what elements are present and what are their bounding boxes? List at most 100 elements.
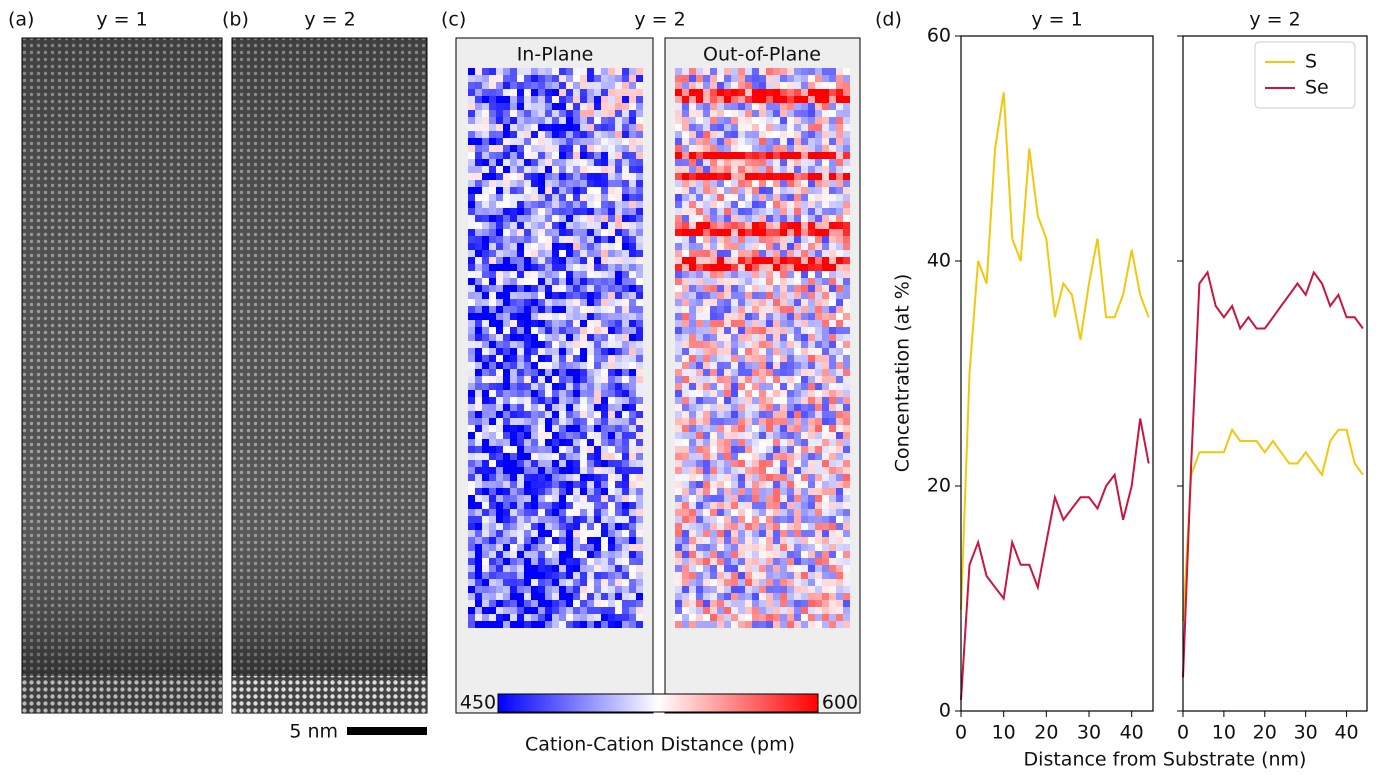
- heatmap-cell: [475, 593, 482, 600]
- heatmap-cell: [759, 607, 766, 614]
- heatmap-cell: [724, 355, 731, 362]
- heatmap-cell: [836, 411, 843, 418]
- heatmap-cell: [675, 411, 682, 418]
- heatmap-cell: [738, 579, 745, 586]
- heatmap-cell: [524, 334, 531, 341]
- heatmap-cell: [703, 488, 710, 495]
- heatmap-cell: [524, 131, 531, 138]
- heatmap-cell: [703, 523, 710, 530]
- heatmap-cell: [531, 180, 538, 187]
- heatmap-cell: [745, 411, 752, 418]
- heatmap-cell: [780, 425, 787, 432]
- heatmap-cell: [717, 208, 724, 215]
- heatmap-cell: [794, 124, 801, 131]
- heatmap-cell: [780, 348, 787, 355]
- heatmap-cell: [717, 110, 724, 117]
- heatmap-cell: [531, 509, 538, 516]
- heatmap-cell: [545, 376, 552, 383]
- heatmap-cell: [773, 320, 780, 327]
- heatmap-cell: [510, 103, 517, 110]
- heatmap-cell: [566, 565, 573, 572]
- heatmap-cell: [759, 397, 766, 404]
- heatmap-cell: [675, 600, 682, 607]
- heatmap-cell: [759, 89, 766, 96]
- heatmap-cell: [787, 348, 794, 355]
- heatmap-cell: [682, 460, 689, 467]
- heatmap-cell: [815, 453, 822, 460]
- heatmap-cell: [608, 194, 615, 201]
- heatmap-cell: [808, 537, 815, 544]
- heatmap-cell: [482, 285, 489, 292]
- heatmap-cell: [475, 369, 482, 376]
- heatmap-cell: [524, 397, 531, 404]
- heatmap-cell: [829, 313, 836, 320]
- heatmap-cell: [629, 68, 636, 75]
- heatmap-cell: [517, 166, 524, 173]
- heatmap-cell: [724, 495, 731, 502]
- heatmap-cell: [822, 292, 829, 299]
- heatmap-cell: [608, 439, 615, 446]
- heatmap-cell: [482, 208, 489, 215]
- heatmap-cell: [482, 264, 489, 271]
- heatmap-cell: [773, 516, 780, 523]
- heatmap-cell: [545, 222, 552, 229]
- heatmap-cell: [682, 502, 689, 509]
- heatmap-cell: [552, 306, 559, 313]
- heatmap-cell: [724, 390, 731, 397]
- heatmap-cell: [636, 586, 643, 593]
- heatmap-cell: [629, 572, 636, 579]
- heatmap-cell: [759, 236, 766, 243]
- heatmap-cell: [636, 124, 643, 131]
- heatmap-cell: [689, 376, 696, 383]
- heatmap-cell: [496, 208, 503, 215]
- heatmap-cell: [587, 215, 594, 222]
- heatmap-cell: [468, 593, 475, 600]
- heatmap-cell: [843, 621, 850, 628]
- heatmap-cell: [759, 103, 766, 110]
- heatmap-cell: [787, 271, 794, 278]
- heatmap-cell: [629, 264, 636, 271]
- heatmap-cell: [622, 509, 629, 516]
- heatmap-cell: [496, 68, 503, 75]
- heatmap-cell: [629, 201, 636, 208]
- heatmap-cell: [836, 565, 843, 572]
- heatmap-cell: [524, 579, 531, 586]
- heatmap-cell: [594, 166, 601, 173]
- heatmap-cell: [808, 201, 815, 208]
- heatmap-cell: [552, 495, 559, 502]
- heatmap-cell: [503, 383, 510, 390]
- map-title: In-Plane: [517, 44, 594, 66]
- heatmap-cell: [703, 600, 710, 607]
- heatmap-cell: [482, 446, 489, 453]
- heatmap-cell: [752, 481, 759, 488]
- heatmap-cell: [766, 593, 773, 600]
- heatmap-cell: [815, 607, 822, 614]
- heatmap-cell: [517, 306, 524, 313]
- heatmap-cell: [703, 376, 710, 383]
- heatmap-cell: [517, 390, 524, 397]
- heatmap-cell: [815, 264, 822, 271]
- heatmap-cell: [738, 250, 745, 257]
- heatmap-cell: [689, 474, 696, 481]
- heatmap-cell: [594, 152, 601, 159]
- heatmap-cell: [601, 215, 608, 222]
- heatmap-cell: [710, 152, 717, 159]
- heatmap-cell: [759, 467, 766, 474]
- heatmap-cell: [545, 579, 552, 586]
- heatmap-cell: [636, 292, 643, 299]
- heatmap-cell: [724, 614, 731, 621]
- heatmap-cell: [815, 292, 822, 299]
- heatmap-cell: [573, 516, 580, 523]
- heatmap-cell: [538, 460, 545, 467]
- heatmap-cell: [731, 579, 738, 586]
- heatmap-cell: [717, 362, 724, 369]
- heatmap-cell: [787, 292, 794, 299]
- heatmap-cell: [559, 334, 566, 341]
- heatmap-cell: [752, 96, 759, 103]
- heatmap-cell: [843, 369, 850, 376]
- heatmap-cell: [608, 82, 615, 89]
- heatmap-cell: [566, 250, 573, 257]
- heatmap-cell: [475, 334, 482, 341]
- heatmap-cell: [538, 383, 545, 390]
- heatmap-cell: [566, 348, 573, 355]
